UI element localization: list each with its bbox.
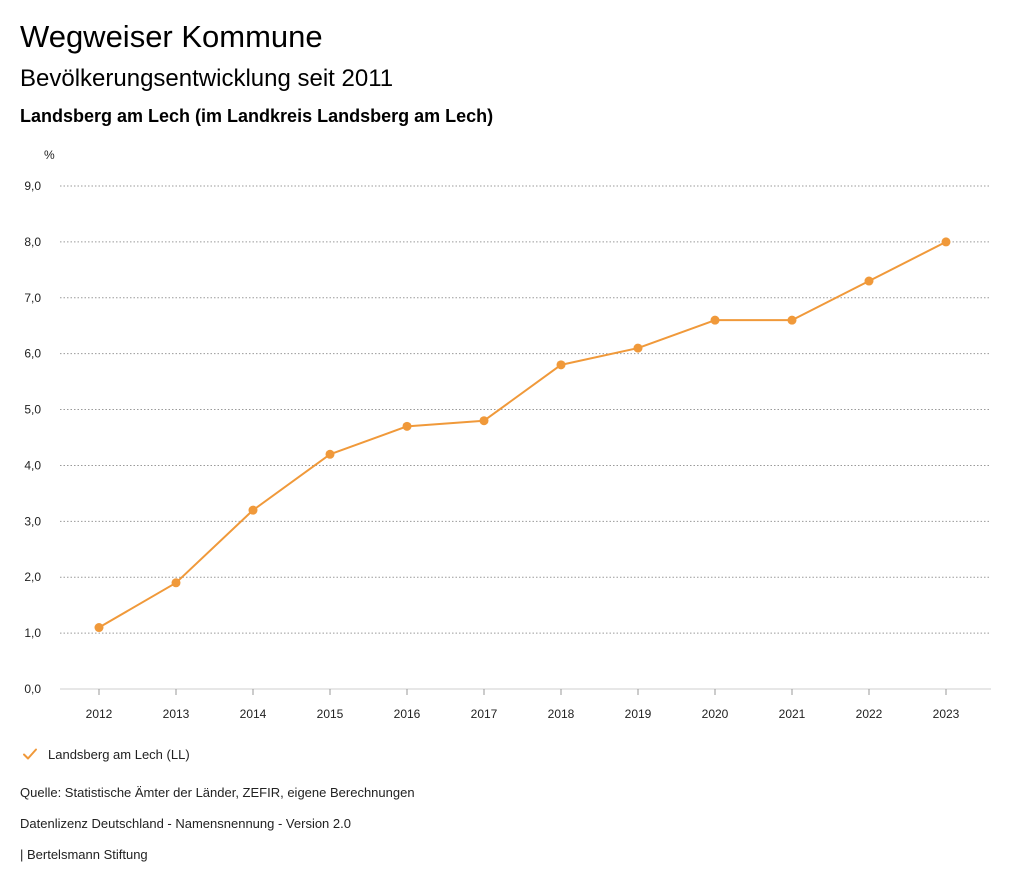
license-note: Datenlizenz Deutschland - Namensnennung … [20, 816, 351, 831]
legend-item-landsberg[interactable]: Landsberg am Lech (LL) [22, 744, 190, 764]
y-tick-label: 9,0 [24, 179, 41, 193]
y-tick-label: 4,0 [24, 458, 41, 472]
data-point[interactable] [248, 505, 258, 515]
series-lines [98, 240, 947, 629]
x-tick-label: 2022 [856, 707, 883, 721]
x-tick-label: 2021 [779, 707, 806, 721]
line-chart: % 0,0 1,0 2,0 3,0 4,0 5,0 6,0 7,0 8,0 9,0 2012 2013… [24, 148, 991, 721]
check-icon [23, 748, 37, 760]
data-point[interactable] [710, 315, 720, 325]
data-point[interactable] [479, 416, 489, 426]
x-tick-label: 2017 [471, 707, 498, 721]
series-points[interactable] [94, 237, 951, 633]
x-tick-label: 2015 [317, 707, 344, 721]
x-tick-label: 2019 [625, 707, 652, 721]
data-point[interactable] [787, 315, 797, 325]
x-tick-label: 2018 [548, 707, 575, 721]
y-tick-label: 3,0 [24, 514, 41, 528]
y-tick-label: 5,0 [24, 403, 41, 417]
y-tick-label: 1,0 [24, 626, 41, 640]
data-point[interactable] [325, 449, 335, 459]
chart-subtitle: Bevölkerungsentwicklung seit 2011 [20, 65, 394, 92]
grid-lines [60, 185, 991, 634]
data-point[interactable] [556, 360, 566, 370]
y-tick-label: 6,0 [24, 347, 41, 361]
x-tick-label: 2012 [86, 707, 113, 721]
y-axis-unit-label: % [44, 148, 55, 162]
data-point[interactable] [941, 237, 951, 247]
y-tick-label: 8,0 [24, 235, 41, 249]
x-tick-label: 2016 [394, 707, 421, 721]
region-label: Landsberg am Lech (im Landkreis Landsber… [20, 106, 494, 126]
x-tick-label: 2013 [163, 707, 190, 721]
data-point[interactable] [864, 276, 874, 286]
page-title: Wegweiser Kommune [20, 19, 323, 54]
data-point[interactable] [633, 343, 643, 353]
series-line [98, 240, 947, 629]
data-point[interactable] [402, 421, 412, 431]
y-tick-label: 7,0 [24, 291, 41, 305]
x-tick-label: 2020 [702, 707, 729, 721]
axes: % 0,0 1,0 2,0 3,0 4,0 5,0 6,0 7,0 8,0 9,0 2012 2013… [24, 148, 991, 721]
y-tick-label: 2,0 [24, 570, 41, 584]
y-tick-label: 0,0 [24, 682, 41, 696]
data-point[interactable] [94, 623, 104, 633]
x-tick-label: 2014 [240, 707, 267, 721]
publisher-note: | Bertelsmann Stiftung [20, 847, 148, 862]
x-tick-label: 2023 [933, 707, 960, 721]
data-point[interactable] [171, 578, 181, 588]
source-note: Quelle: Statistische Ämter der Länder, Z… [20, 785, 415, 800]
legend-label: Landsberg am Lech (LL) [48, 746, 190, 762]
